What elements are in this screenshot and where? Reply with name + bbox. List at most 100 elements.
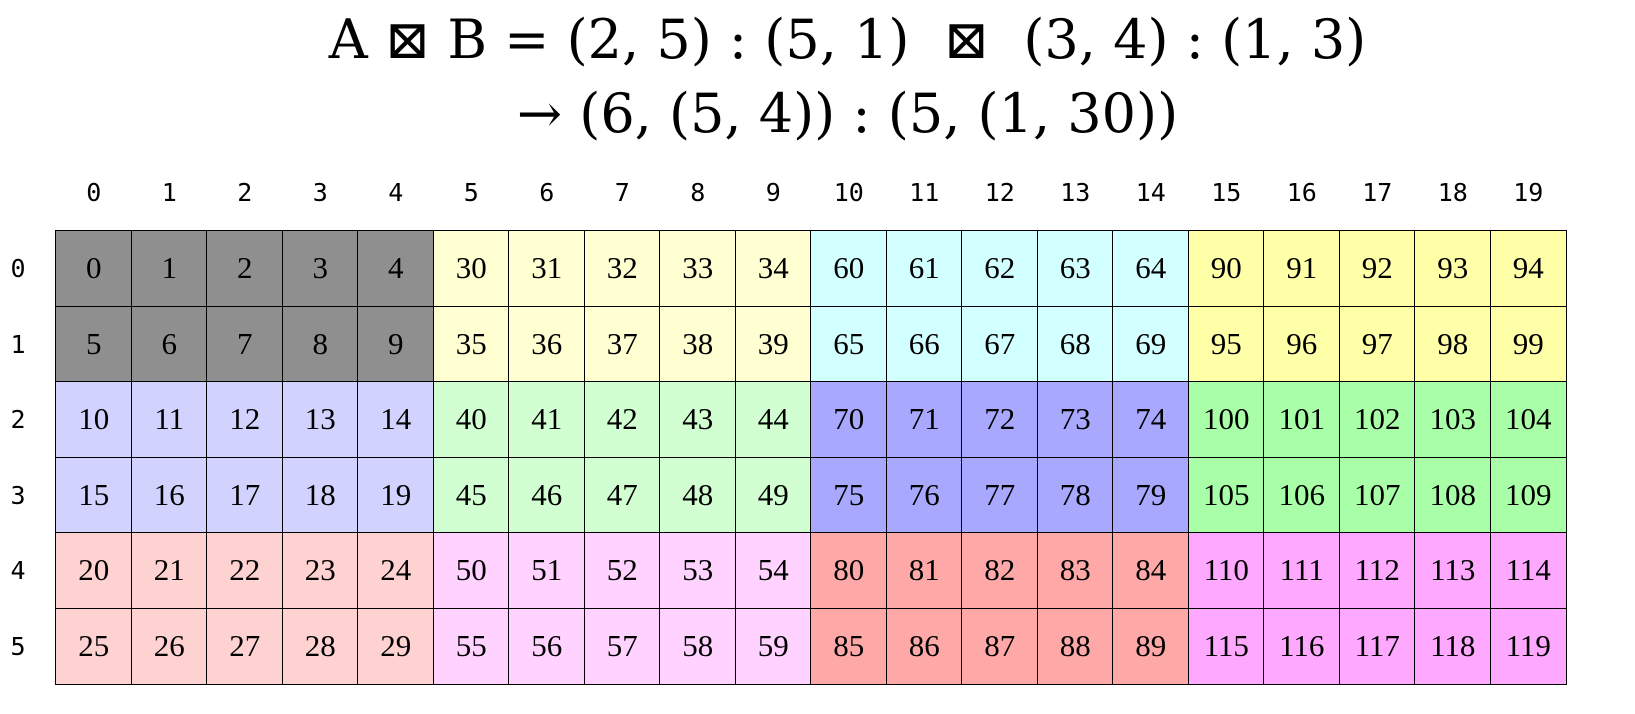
- grid-cell: 24: [357, 532, 435, 610]
- grid-cell: 78: [1036, 456, 1114, 534]
- grid-cell: 84: [1112, 532, 1190, 610]
- grid-cell: 33: [659, 230, 737, 308]
- column-label: 9: [765, 178, 781, 207]
- grid-cell: 67: [961, 305, 1039, 383]
- grid-cell: 42: [583, 381, 661, 459]
- grid-cell: 108: [1414, 456, 1492, 534]
- grid-cell: 8: [281, 305, 359, 383]
- grid-cell: 85: [810, 607, 888, 685]
- row-label: 3: [10, 480, 26, 510]
- grid-cell: 95: [1187, 305, 1265, 383]
- grid-cell: 41: [508, 381, 586, 459]
- grid-cell: 91: [1263, 230, 1341, 308]
- grid-cell: 101: [1263, 381, 1341, 459]
- grid-cell: 19: [357, 456, 435, 534]
- grid-cell: 26: [130, 607, 208, 685]
- grid-cell: 36: [508, 305, 586, 383]
- grid-cell: 49: [734, 456, 812, 534]
- grid-cell: 61: [885, 230, 963, 308]
- grid-cell: 119: [1489, 607, 1567, 685]
- grid-cell: 16: [130, 456, 208, 534]
- row-label: 4: [10, 556, 26, 585]
- grid-cell: 17: [206, 456, 284, 534]
- grid-cell: 110: [1187, 532, 1265, 610]
- grid-cell: 69: [1112, 305, 1190, 383]
- grid-cell: 90: [1187, 230, 1265, 308]
- grid-cell: 37: [583, 305, 661, 383]
- column-label: 8: [690, 178, 706, 207]
- grid-cell: 89: [1112, 607, 1190, 685]
- grid-cell: 76: [885, 456, 963, 534]
- grid-cell: 11: [130, 381, 208, 459]
- grid-cell: 92: [1338, 230, 1416, 308]
- grid-cell: 77: [961, 456, 1039, 534]
- grid-cell: 106: [1263, 456, 1341, 534]
- grid-cell: 80: [810, 532, 888, 610]
- grid-cell: 18: [281, 456, 359, 534]
- grid-cell: 40: [432, 381, 510, 459]
- grid-cell: 82: [961, 532, 1039, 610]
- grid-cell: 5: [55, 305, 133, 383]
- grid-cell: 14: [357, 381, 435, 459]
- grid-cell: 83: [1036, 532, 1114, 610]
- grid-cell: 29: [357, 607, 435, 685]
- grid-cell: 44: [734, 381, 812, 459]
- grid-cell: 57: [583, 607, 661, 685]
- grid-cell: 98: [1414, 305, 1492, 383]
- grid-cell: 62: [961, 230, 1039, 308]
- column-label: 6: [539, 178, 555, 207]
- grid-cell: 66: [885, 305, 963, 383]
- grid-cell: 55: [432, 607, 510, 685]
- grid-cell: 47: [583, 456, 661, 534]
- grid-cell: 43: [659, 381, 737, 459]
- grid-cell: 20: [55, 532, 133, 610]
- formula-line-1: A ⊠ B = (2, 5) : (5, 1) ⊠ (3, 4) : (1, 3…: [328, 8, 1367, 71]
- grid-cell: 13: [281, 381, 359, 459]
- grid-cell: 32: [583, 230, 661, 308]
- column-label: 18: [1437, 178, 1468, 207]
- grid-cell: 112: [1338, 532, 1416, 610]
- grid-cell: 2: [206, 230, 284, 308]
- grid-cell: 25: [55, 607, 133, 685]
- grid-cell: 87: [961, 607, 1039, 685]
- grid-cell: 99: [1489, 305, 1567, 383]
- column-label: 19: [1513, 178, 1544, 207]
- grid-cell: 100: [1187, 381, 1265, 459]
- grid-cell: 65: [810, 305, 888, 383]
- column-label: 11: [909, 178, 940, 207]
- grid-cell: 96: [1263, 305, 1341, 383]
- grid-cell: 107: [1338, 456, 1416, 534]
- grid-cell: 102: [1338, 381, 1416, 459]
- grid-cell: 51: [508, 532, 586, 610]
- column-label: 1: [161, 178, 177, 207]
- grid-cell: 105: [1187, 456, 1265, 534]
- row-label: 2: [10, 405, 26, 434]
- grid-cell: 22: [206, 532, 284, 610]
- grid-cell: 28: [281, 607, 359, 685]
- grid-cell: 59: [734, 607, 812, 685]
- grid-cell: 73: [1036, 381, 1114, 459]
- grid-cell: 68: [1036, 305, 1114, 383]
- grid-cell: 46: [508, 456, 586, 534]
- grid-cell: 31: [508, 230, 586, 308]
- grid-cell: 52: [583, 532, 661, 610]
- grid-cell: 81: [885, 532, 963, 610]
- grid-cell: 30: [432, 230, 510, 308]
- column-label: 16: [1286, 178, 1317, 207]
- grid-cell: 64: [1112, 230, 1190, 308]
- grid-cell: 116: [1263, 607, 1341, 685]
- grid-cell: 53: [659, 532, 737, 610]
- grid-cell: 23: [281, 532, 359, 610]
- grid-cell: 6: [130, 305, 208, 383]
- column-label: 17: [1362, 178, 1393, 207]
- grid-cell: 86: [885, 607, 963, 685]
- grid-cell: 79: [1112, 456, 1190, 534]
- grid-cell: 63: [1036, 230, 1114, 308]
- grid-cell: 38: [659, 305, 737, 383]
- column-label: 10: [833, 178, 864, 207]
- grid-cell: 60: [810, 230, 888, 308]
- grid-cell: 50: [432, 532, 510, 610]
- column-label: 13: [1060, 178, 1091, 207]
- grid-cell: 113: [1414, 532, 1492, 610]
- row-label: 0: [10, 254, 26, 283]
